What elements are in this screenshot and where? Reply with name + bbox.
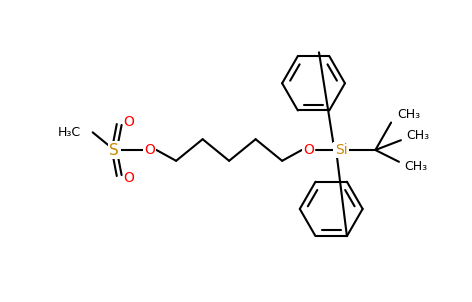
Text: O: O [124, 172, 135, 185]
Text: CH₃: CH₃ [404, 160, 427, 173]
Text: O: O [124, 114, 135, 129]
Text: S: S [110, 143, 119, 158]
Text: H₃C: H₃C [58, 126, 81, 139]
Text: CH₃: CH₃ [397, 108, 421, 121]
Text: Si: Si [335, 143, 347, 157]
Text: CH₃: CH₃ [406, 129, 429, 142]
Text: O: O [144, 143, 155, 157]
Text: O: O [303, 143, 314, 157]
